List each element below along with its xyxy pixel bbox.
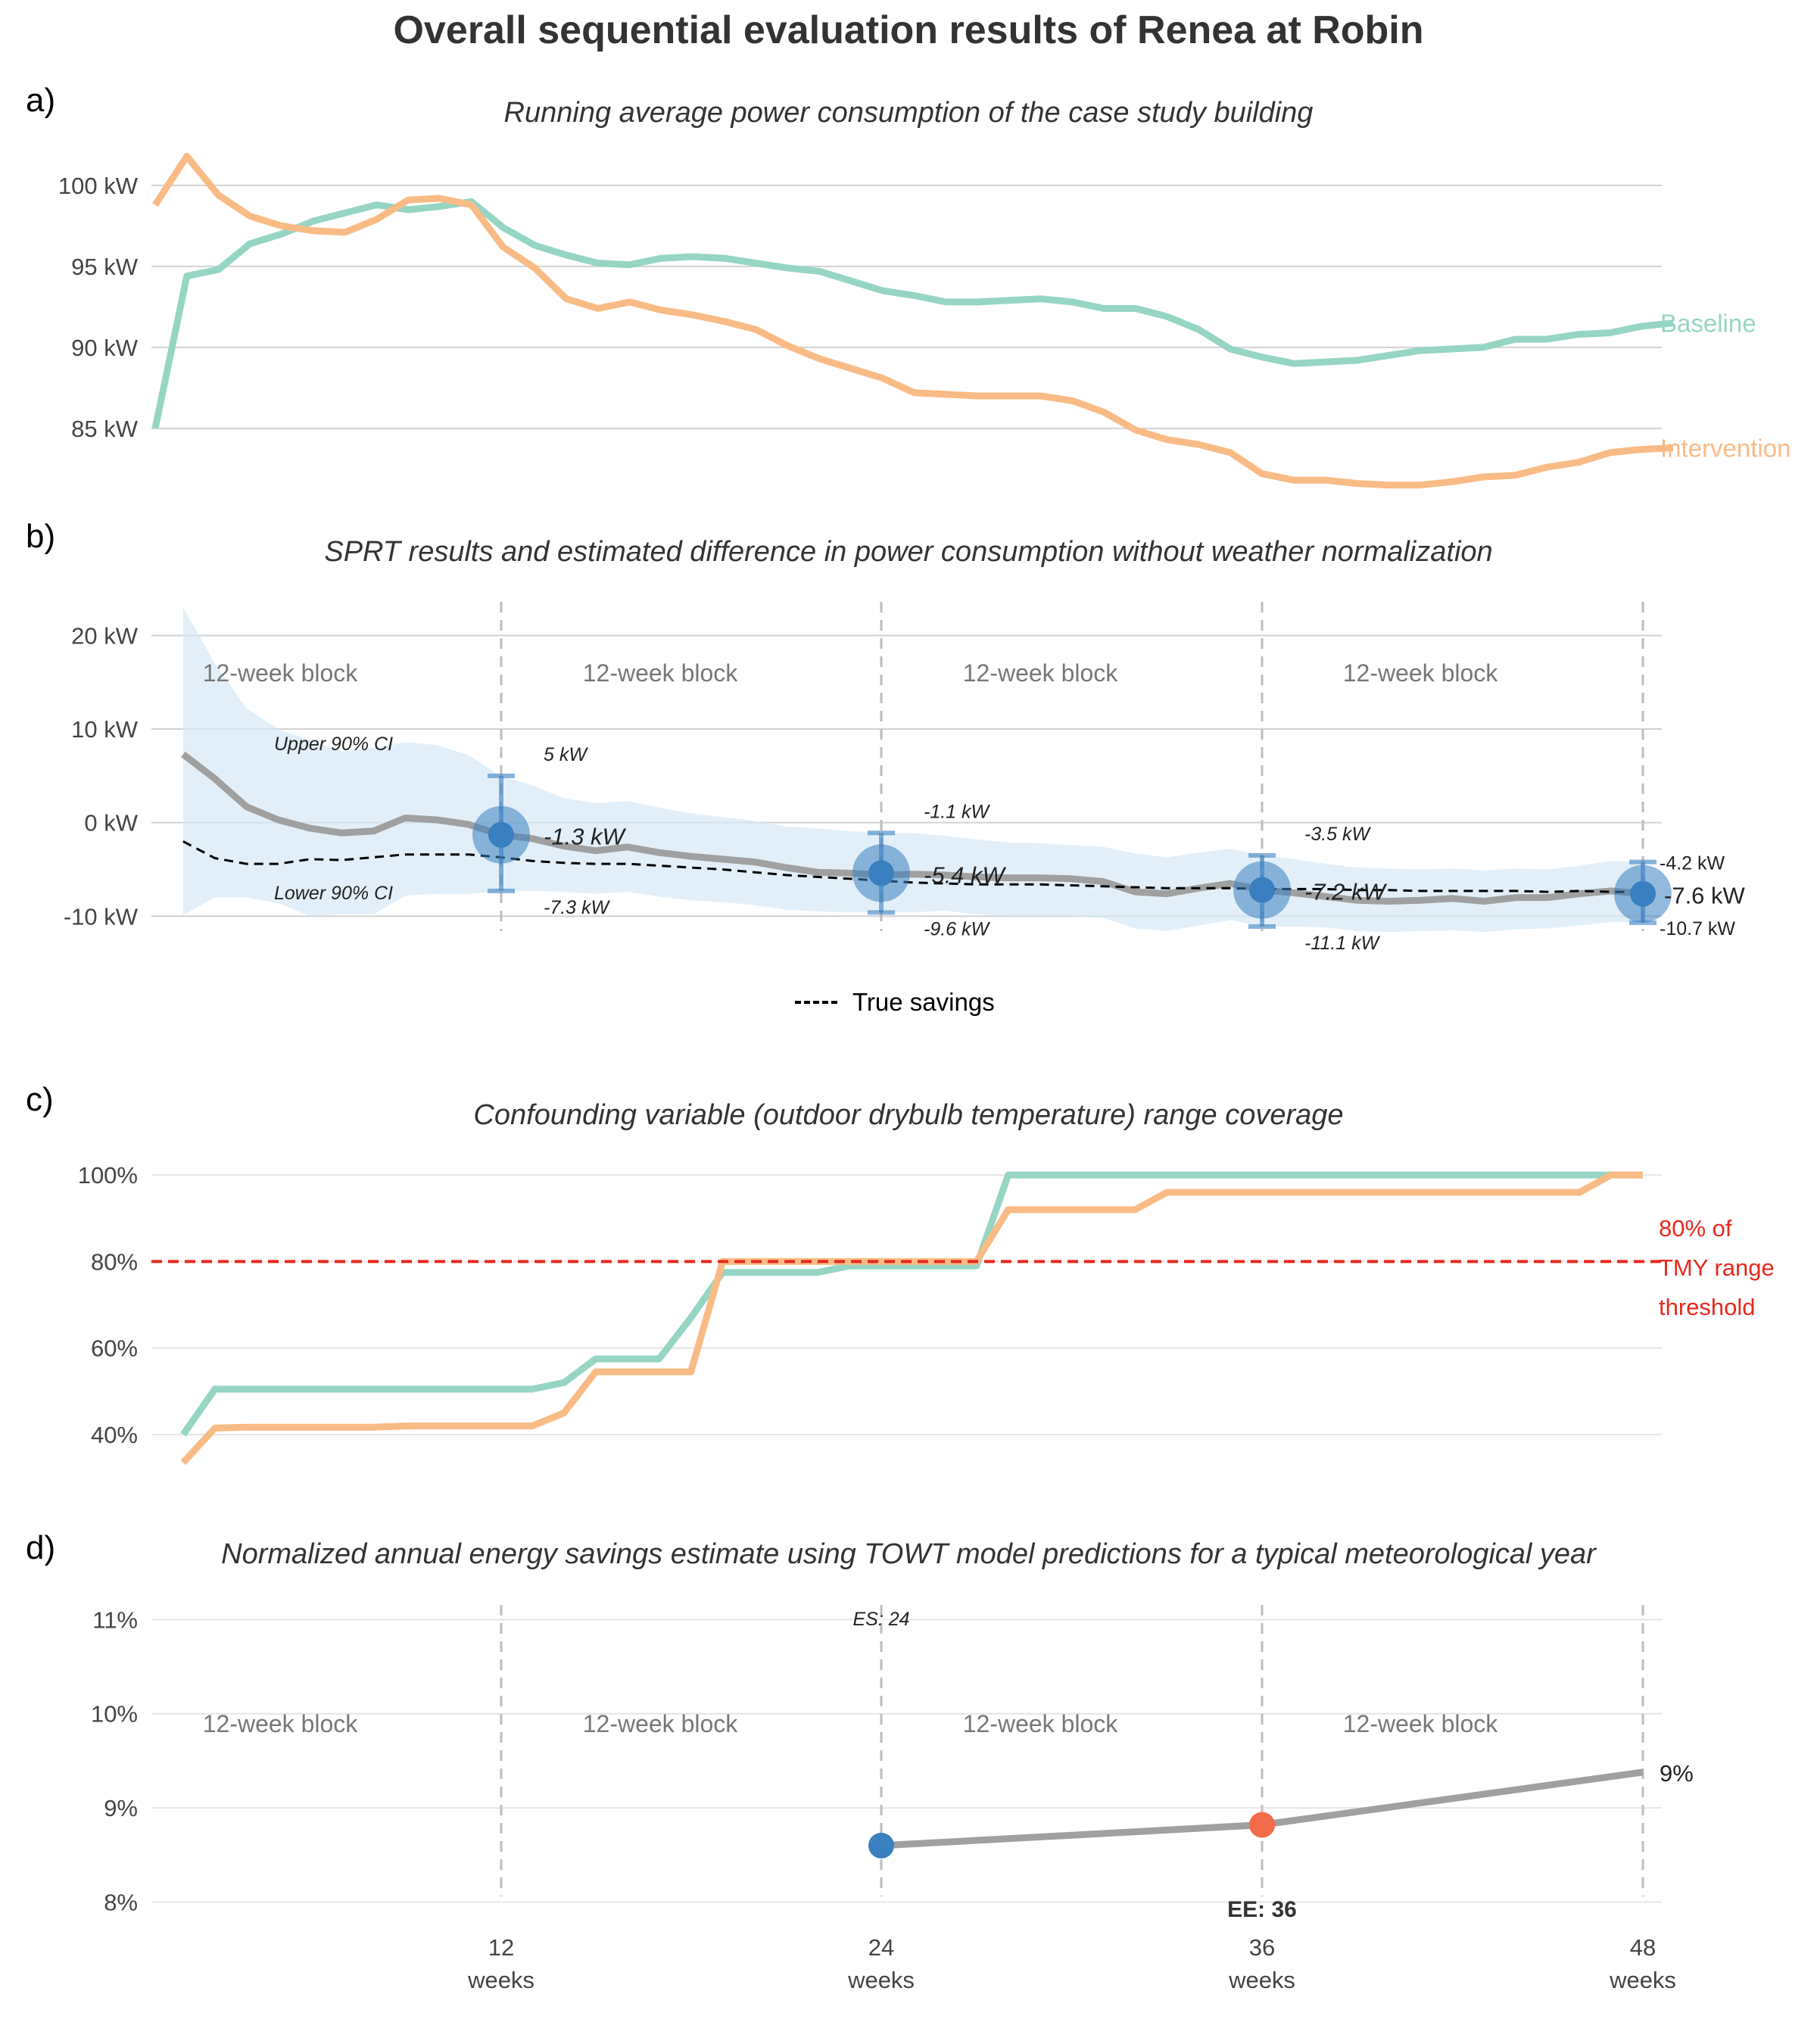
panel-a-series-intervention-line [152, 152, 1674, 489]
panel-d-block-label: 12-week block [963, 1710, 1119, 1737]
panel-a-ytick-label: 95 kW [71, 254, 139, 280]
panel-c-chart: 40% 60% 80% 100% 80% of TMY range threshold [78, 1162, 1775, 1466]
panel-b-block-label: 12-week block [963, 659, 1119, 687]
panel-b-title: SPRT results and estimated difference in… [324, 536, 1493, 568]
panel-b-ytick-label: -10 kW [64, 903, 139, 930]
panel-b-block-label: 12-week block [583, 659, 739, 687]
panel-d-xtick-label: 24 [868, 1934, 894, 1961]
panel-a-title: Running average power consumption of the… [503, 97, 1314, 129]
panel-b-checkpoint-upper-label: 5 kW [544, 744, 588, 765]
panel-b-checkpoint-upper-label: -3.5 kW [1304, 824, 1372, 845]
panel-d-xtick-unit: weeks [467, 1967, 535, 1993]
panel-d-end-label: 9% [1660, 1760, 1694, 1787]
panel-b-ytick-label: 10 kW [71, 716, 139, 743]
panel-b-estimate-line [181, 751, 1644, 905]
panel-d-ee-label: EE: 36 [1227, 1897, 1297, 1922]
panel-d-ytick-label: 9% [104, 1795, 138, 1821]
panel-b-checkpoint-lower-label: -11.1 kW [1304, 933, 1381, 954]
panel-c-threshold-label: 80% of [1659, 1215, 1732, 1242]
legend: True savings [795, 988, 995, 1017]
panel-d-block-label: 12-week block [203, 1710, 359, 1737]
panel-b-ci-band [182, 607, 1643, 933]
panel-b-block-label: 12-week block [203, 659, 359, 687]
panel-d-xtick-label: 36 [1249, 1934, 1275, 1961]
panel-d-label: d) [26, 1529, 56, 1566]
panel-c-ytick-label: 60% [91, 1335, 138, 1362]
panel-b-checkpoint-estimate-label: -7.2 kW [1304, 879, 1388, 905]
panel-d-title: Normalized annual energy savings estimat… [221, 1538, 1596, 1570]
panel-b-true-savings-line [182, 840, 1643, 893]
panel-d-chart: 8% 9% 10% 11% 12-week block 12-week block 12-w… [91, 1605, 1694, 1993]
panel-a-ytick-label: 90 kW [71, 335, 139, 361]
legend-true-savings-swatch [795, 1001, 837, 1004]
panel-d-block-label: 12-week block [583, 1710, 739, 1737]
panel-b-checkpoint-estimate-label: -1.3 kW [544, 824, 627, 850]
panel-c-label: c) [26, 1081, 54, 1118]
figure-title: Overall sequential evaluation results of… [393, 8, 1424, 52]
panel-b-lower-ci-label: Lower 90% CI [274, 883, 393, 904]
panel-c-threshold-label: TMY range [1659, 1254, 1775, 1281]
panel-d-es-point [868, 1832, 894, 1859]
panel-a-series-baseline-line [151, 198, 1674, 429]
panel-a-label: a) [26, 82, 56, 119]
panel-d-es-label: ES: 24 [852, 1609, 909, 1630]
panel-d-xtick-label: 48 [1630, 1934, 1656, 1961]
panel-d-xtick-unit: weeks [1609, 1967, 1676, 1993]
panel-c-threshold-label: threshold [1659, 1294, 1756, 1320]
panel-b-chart: -10 kW 0 kW 10 kW 20 kW 12-week block 12-week… [64, 602, 1746, 954]
panel-c-ytick-label: 100% [78, 1162, 138, 1189]
panel-b-checkpoint-point [1630, 880, 1656, 907]
panel-a-ytick-label: 85 kW [71, 416, 139, 442]
panel-c-series-intervention-line [180, 1171, 1643, 1466]
panel-b-checkpoint-point [868, 860, 894, 886]
panel-b-checkpoint-point [1249, 877, 1275, 903]
panel-d-ytick-label: 11% [92, 1606, 138, 1633]
panel-b-checkpoint-estimate-label: -5.4 kW [924, 862, 1007, 888]
panel-c-title: Confounding variable (outdoor drybulb te… [473, 1099, 1344, 1131]
panel-d-xtick-unit: weeks [847, 1967, 915, 1993]
panel-a-chart: 85 kW 90 kW 95 kW 100 kW Baseline Interventio… [58, 152, 1791, 489]
legend-true-savings-label: True savings [852, 988, 995, 1016]
panel-b-label: b) [26, 518, 56, 555]
panel-b-checkpoint-estimate-label: -7.6 kW [1664, 883, 1746, 909]
panel-c-series-baseline-line [180, 1171, 1643, 1437]
panel-b-checkpoint-point [488, 821, 514, 848]
panel-b-checkpoint-lower-label: -9.6 kW [924, 918, 991, 939]
panel-b-checkpoint-lower-label: -7.3 kW [544, 897, 611, 918]
panel-b-ytick-label: 0 kW [84, 810, 138, 837]
panel-d-xtick-unit: weeks [1228, 1967, 1295, 1993]
panel-b-checkpoint-upper-label: -4.2 kW [1660, 853, 1725, 874]
panel-a-ytick-label: 100 kW [58, 173, 139, 199]
panel-b-ytick-label: 20 kW [71, 622, 139, 649]
panel-d-ytick-label: 10% [91, 1701, 138, 1728]
panel-a-series-intervention-label: Intervention [1660, 434, 1791, 462]
panel-b-upper-ci-label: Upper 90% CI [274, 734, 393, 755]
panel-d-ytick-label: 8% [104, 1890, 138, 1916]
panel-d-ee-point [1249, 1812, 1275, 1838]
panel-d-xtick-label: 12 [488, 1934, 514, 1961]
panel-a-series-baseline-label: Baseline [1660, 310, 1756, 338]
panel-b-block-label: 12-week block [1343, 659, 1499, 687]
panel-b-checkpoint-upper-label: -1.1 kW [924, 801, 991, 822]
panel-b-checkpoint-lower-label: -10.7 kW [1660, 918, 1735, 939]
panel-c-ytick-label: 40% [91, 1422, 138, 1448]
panel-c-ytick-label: 80% [91, 1248, 138, 1275]
panel-d-block-label: 12-week block [1343, 1710, 1499, 1737]
